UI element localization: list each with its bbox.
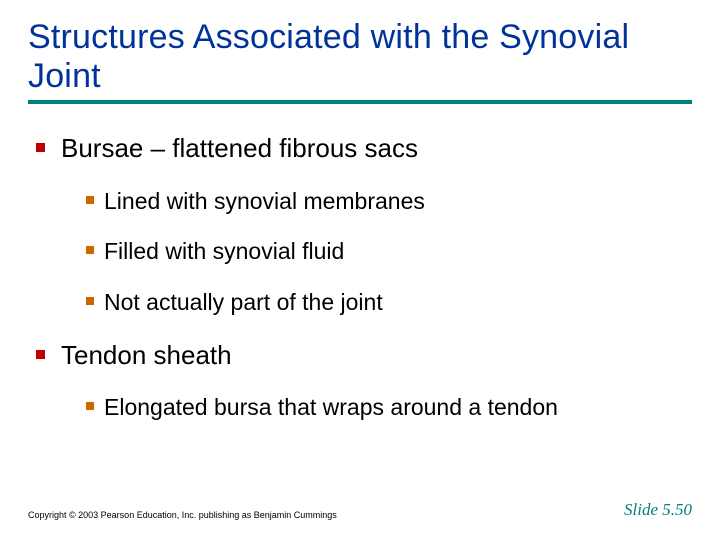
bullet-lvl2: Not actually part of the joint — [86, 288, 692, 317]
bullet-lvl1: Tendon sheath — [36, 339, 692, 372]
bullet-lvl2: Elongated bursa that wraps around a tend… — [86, 393, 692, 422]
bullet-lvl1: Bursae – flattened fibrous sacs — [36, 132, 692, 165]
bullet-lvl2: Filled with synovial fluid — [86, 237, 692, 266]
bullet-text: Tendon sheath — [61, 339, 232, 372]
slide: Structures Associated with the Synovial … — [0, 0, 720, 540]
sub-bullet-group: Lined with synovial membranes Filled wit… — [36, 187, 692, 317]
bullet-text: Bursae – flattened fibrous sacs — [61, 132, 418, 165]
content-area: Bursae – flattened fibrous sacs Lined wi… — [28, 132, 692, 422]
slide-number: Slide 5.50 — [624, 500, 692, 520]
square-bullet-icon — [36, 350, 45, 359]
bullet-text: Elongated bursa that wraps around a tend… — [104, 393, 558, 422]
footer: Copyright © 2003 Pearson Education, Inc.… — [28, 500, 692, 520]
bullet-text: Lined with synovial membranes — [104, 187, 425, 216]
bullet-lvl2: Lined with synovial membranes — [86, 187, 692, 216]
bullet-text: Not actually part of the joint — [104, 288, 383, 317]
title-underline — [28, 100, 692, 104]
square-bullet-icon — [86, 196, 94, 204]
slide-title: Structures Associated with the Synovial … — [28, 18, 692, 96]
copyright-text: Copyright © 2003 Pearson Education, Inc.… — [28, 510, 337, 520]
square-bullet-icon — [86, 297, 94, 305]
sub-bullet-group: Elongated bursa that wraps around a tend… — [36, 393, 692, 422]
square-bullet-icon — [86, 402, 94, 410]
square-bullet-icon — [86, 246, 94, 254]
bullet-text: Filled with synovial fluid — [104, 237, 344, 266]
square-bullet-icon — [36, 143, 45, 152]
